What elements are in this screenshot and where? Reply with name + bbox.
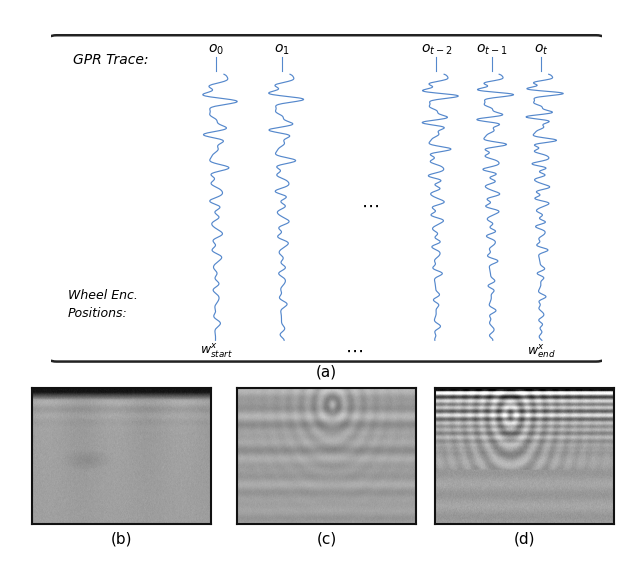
Text: $\cdots$: $\cdots$ <box>345 342 363 360</box>
Text: $o_{t-1}$: $o_{t-1}$ <box>476 42 508 57</box>
Text: (d): (d) <box>514 531 536 547</box>
Text: $o_0$: $o_0$ <box>209 42 224 57</box>
Text: $w^x_{start}$: $w^x_{start}$ <box>200 342 233 360</box>
Text: (a): (a) <box>316 364 337 379</box>
Text: GPR Trace:: GPR Trace: <box>73 53 148 67</box>
FancyBboxPatch shape <box>45 35 607 361</box>
Text: (c): (c) <box>316 531 337 547</box>
Text: $\cdots$: $\cdots$ <box>362 196 380 215</box>
Text: Wheel Enc.
Positions:: Wheel Enc. Positions: <box>68 289 138 320</box>
Text: $w^x_{end}$: $w^x_{end}$ <box>527 342 556 360</box>
Text: (b): (b) <box>111 531 132 547</box>
Text: $o_1$: $o_1$ <box>275 42 290 57</box>
Text: $o_{t-2}$: $o_{t-2}$ <box>420 42 452 57</box>
Text: $o_t$: $o_t$ <box>534 42 548 57</box>
